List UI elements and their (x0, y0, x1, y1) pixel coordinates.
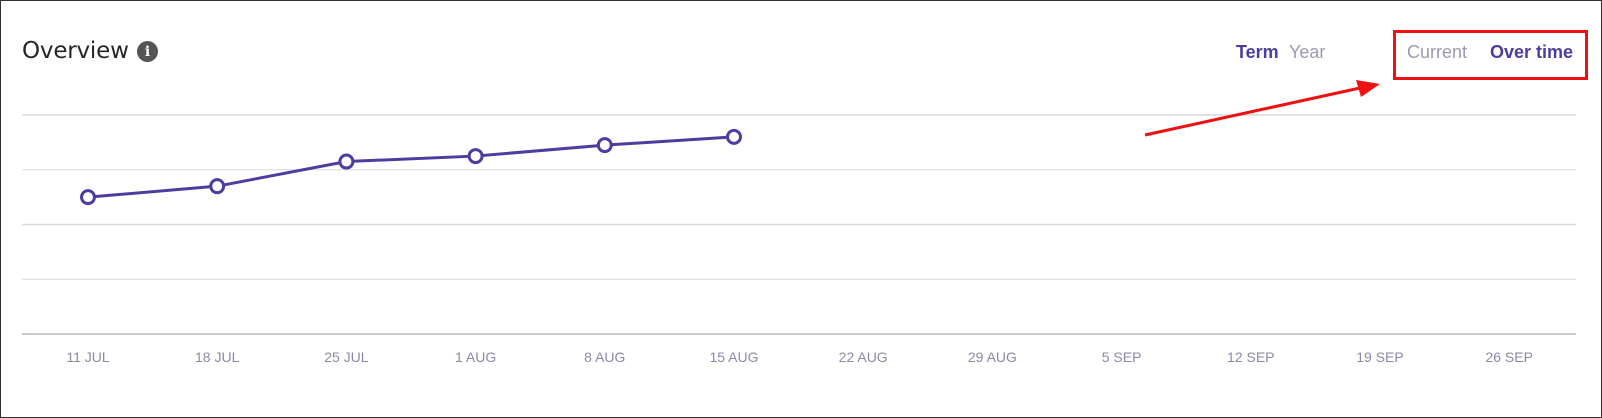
x-tick-label: 26 SEP (1485, 349, 1532, 365)
data-point[interactable] (80, 189, 96, 206)
term-toggle[interactable]: Term (1236, 42, 1279, 62)
x-tick-label: 8 AUG (584, 349, 625, 365)
x-tick-label: 19 SEP (1356, 349, 1403, 365)
annotation-arrow (1144, 80, 1380, 137)
x-tick-label: 25 JUL (324, 349, 369, 365)
chart-series (80, 128, 742, 206)
x-tick-label: 1 AUG (455, 349, 496, 365)
page-title: Overview (22, 38, 129, 64)
highlight-box (1393, 30, 1588, 80)
data-point[interactable] (338, 153, 355, 170)
over-time-toggle[interactable]: Over time (1490, 42, 1574, 62)
x-tick-label: 5 SEP (1102, 349, 1142, 365)
series-line (87, 135, 735, 199)
info-icon[interactable]: i (137, 41, 158, 62)
year-toggle[interactable]: Year (1289, 42, 1326, 62)
data-point[interactable] (726, 128, 742, 145)
current-toggle[interactable]: Current (1407, 42, 1468, 62)
data-point[interactable] (467, 148, 484, 165)
x-tick-label: 22 AUG (839, 349, 888, 365)
data-point[interactable] (596, 137, 613, 154)
data-point[interactable] (209, 178, 226, 195)
x-tick-label: 29 AUG (968, 349, 1017, 365)
x-tick-label: 18 JUL (195, 349, 240, 365)
x-tick-label: 12 SEP (1227, 349, 1274, 365)
x-tick-label: 11 JUL (66, 349, 110, 365)
x-tick-label: 15 AUG (709, 349, 758, 365)
chart-grid (22, 114, 1576, 335)
x-axis-ticks: 11 JUL 18 JUL 25 JUL 1 AUG 8 AUG 15 AUG 22 AUG… (66, 349, 1533, 365)
